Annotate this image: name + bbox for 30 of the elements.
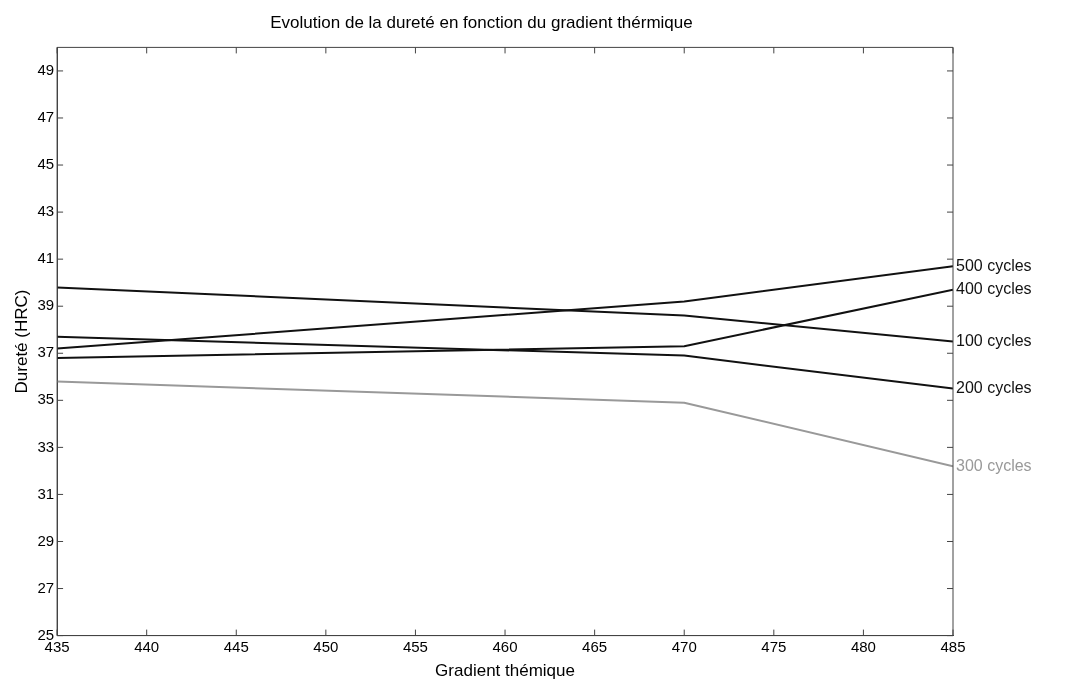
series-label: 200 cycles: [956, 378, 1032, 396]
y-tick-label: 31: [37, 484, 55, 502]
series-label: 300 cycles: [956, 456, 1032, 474]
x-tick-label: 475: [761, 637, 787, 655]
y-axis-title: Dureté (HRC): [11, 289, 31, 394]
x-tick-label: 445: [223, 637, 249, 655]
y-tick-label: 29: [37, 531, 55, 549]
y-tick-label: 35: [37, 390, 55, 408]
x-tick-label: 455: [402, 637, 428, 655]
y-tick-label: 43: [37, 202, 55, 220]
y-tick-label: 41: [37, 249, 55, 267]
x-tick-label: 465: [582, 637, 608, 655]
series-label: 400 cycles: [956, 280, 1032, 298]
x-tick-label: 485: [940, 637, 966, 655]
y-tick-label: 37: [37, 343, 55, 361]
y-tick-label: 33: [37, 437, 55, 455]
y-tick-label: 45: [37, 155, 55, 173]
series-label: 500 cycles: [956, 256, 1032, 274]
y-tick-label: 39: [37, 296, 55, 314]
x-tick-label: 480: [850, 637, 876, 655]
x-tick-label: 470: [671, 637, 697, 655]
x-tick-label: 450: [313, 637, 339, 655]
y-tick-label: 49: [37, 61, 55, 79]
series-label: 100 cycles: [956, 331, 1032, 349]
y-tick-label: 47: [37, 108, 55, 126]
x-tick-label: 440: [134, 637, 160, 655]
y-tick-label: 27: [37, 578, 55, 596]
x-axis-title: Gradient thémique: [435, 661, 575, 681]
x-tick-label: 460: [492, 637, 518, 655]
chart-title: Evolution de la dureté en fonction du gradient thérmique: [270, 12, 693, 32]
